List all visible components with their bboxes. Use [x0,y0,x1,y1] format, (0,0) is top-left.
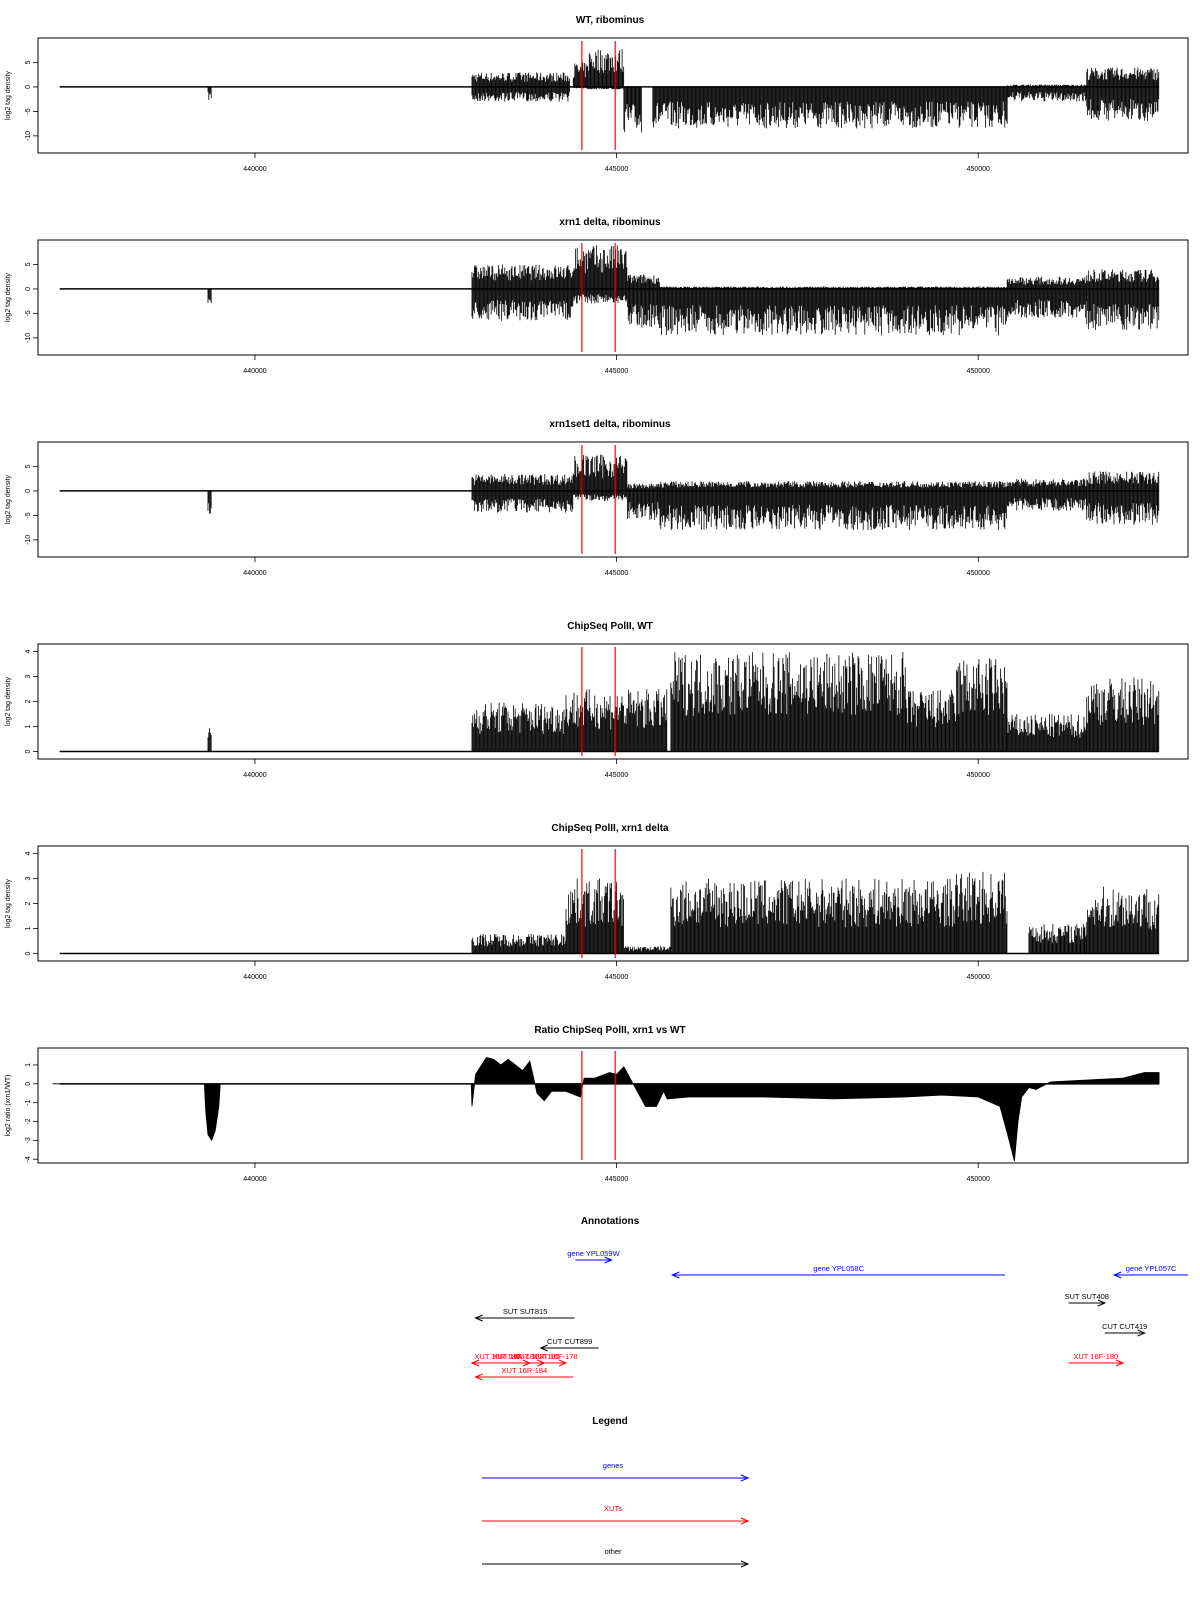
y-tick-label: 1 [25,724,32,728]
y-tick-label: 5 [25,464,32,468]
y-tick-label: 4 [25,649,32,653]
x-tick-label: 450000 [967,368,990,375]
y-axis-label: log2 tag density [5,474,12,524]
y-tick-label: 5 [25,60,32,64]
y-axis-label: log2 tag density [5,676,12,726]
y-tick-label: -5 [25,512,32,518]
y-tick-label: 2 [25,699,32,703]
x-tick-label: 445000 [605,772,628,779]
y-tick-label: -10 [25,333,32,343]
plot-frame [37,37,1189,154]
signal-bars [207,651,1160,752]
x-tick-label: 450000 [967,772,990,779]
y-tick-label: 3 [25,674,32,678]
panel-title: ChipSeq PolII, WT [567,621,653,632]
y-tick-label: 0 [25,85,32,89]
x-tick-label: 450000 [967,166,990,173]
y-axis-label: log2 tag density [5,272,12,322]
panel-title: WT, ribominus [576,15,645,26]
x-tick-label: 440000 [243,166,266,173]
track-panels: WT, ribominus 5 0 -5 -10 log2 tag density 4400… [5,15,1189,1183]
x-tick-label: 440000 [243,772,266,779]
panel-title: xrn1set1 delta, ribominus [549,419,671,430]
panel-title: xrn1 delta, ribominus [559,217,661,228]
x-tick-label: 445000 [605,368,628,375]
x-tick-label: 440000 [243,570,266,577]
signal-bars [207,245,1160,336]
plot-frame [37,441,1189,558]
y-tick-label: -10 [25,131,32,141]
y-tick-label: 5 [25,262,32,266]
signal-bars [207,49,1160,133]
signal-bars [207,454,1160,531]
y-tick-label: 0 [25,287,32,291]
y-tick-label: -5 [25,108,32,114]
y-tick-label: 0 [25,489,32,493]
y-tick-label: -5 [25,310,32,316]
panel-1: WT, ribominus 5 0 -5 -10 log2 tag density 4400… [5,15,1189,173]
panel-4: ChipSeq PolII, WT 0 1 2 3 4 log2 tag density 44… [5,621,1189,779]
x-tick-label: 445000 [605,570,628,577]
x-tick-label: 450000 [967,570,990,577]
x-tick-label: 445000 [605,166,628,173]
panel-2: xrn1 delta, ribominus 5 0 -5 -10 log2 tag den… [5,217,1189,375]
y-tick-label: -10 [25,535,32,545]
plot-frame [37,239,1189,356]
y-tick-label: 0 [25,749,32,753]
y-axis-label: log2 tag density [5,70,12,120]
x-tick-label: 440000 [243,368,266,375]
panel-3: xrn1set1 delta, ribominus 5 0 -5 -10 log2 tag… [5,419,1189,577]
